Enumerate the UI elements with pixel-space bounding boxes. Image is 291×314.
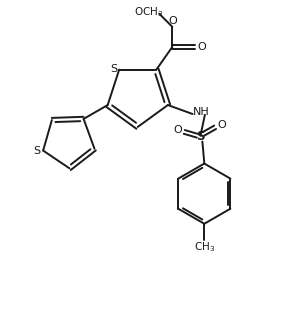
- Text: O: O: [198, 42, 206, 52]
- Text: CH$_3$: CH$_3$: [194, 240, 215, 254]
- Text: O: O: [217, 120, 226, 130]
- Text: S: S: [111, 64, 118, 74]
- Text: O: O: [168, 16, 177, 26]
- Text: O: O: [173, 125, 182, 135]
- Text: OCH$_3$: OCH$_3$: [134, 5, 163, 19]
- Text: NH: NH: [193, 107, 210, 117]
- Text: S: S: [33, 146, 40, 155]
- Text: S: S: [196, 130, 205, 143]
